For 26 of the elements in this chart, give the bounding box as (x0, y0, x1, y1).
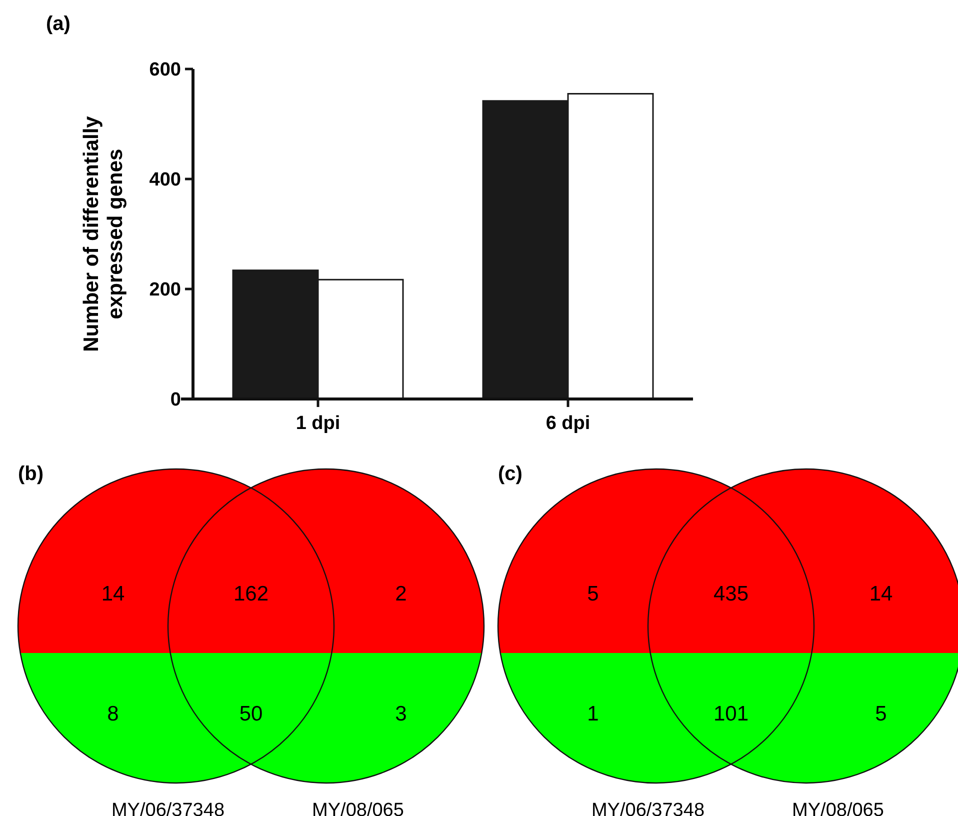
text: 14 (869, 582, 893, 606)
text: 8 (107, 702, 119, 726)
category-label: MY/06/37348 (591, 800, 705, 816)
text: 2 (395, 582, 407, 606)
category-label: MY/08/065 (312, 800, 404, 816)
text: 50 (239, 702, 263, 726)
text: 3 (395, 702, 407, 726)
text: 5 (587, 582, 599, 606)
category-label: MY/06/37348 (111, 800, 225, 816)
y-tick-label: 400 (149, 170, 181, 191)
text: (c) (498, 463, 522, 485)
text: 5 (875, 702, 887, 726)
text: 101 (713, 702, 749, 726)
text: 435 (713, 582, 749, 606)
y-tick-label: 200 (149, 280, 181, 301)
text: 162 (233, 582, 269, 606)
y-tick-label: 0 (170, 390, 181, 411)
x-tick-label: 6 dpi (546, 413, 590, 434)
y-axis-title: Number of differentially expressed genes (80, 116, 128, 352)
y-tick-label: 600 (149, 60, 181, 81)
x-tick-label: 1 dpi (296, 413, 340, 434)
chart-title: (a) (46, 13, 70, 35)
text: (b) (18, 463, 44, 485)
text: 14 (101, 582, 125, 606)
text: 1 (587, 702, 599, 726)
category-label: MY/08/065 (792, 800, 884, 816)
